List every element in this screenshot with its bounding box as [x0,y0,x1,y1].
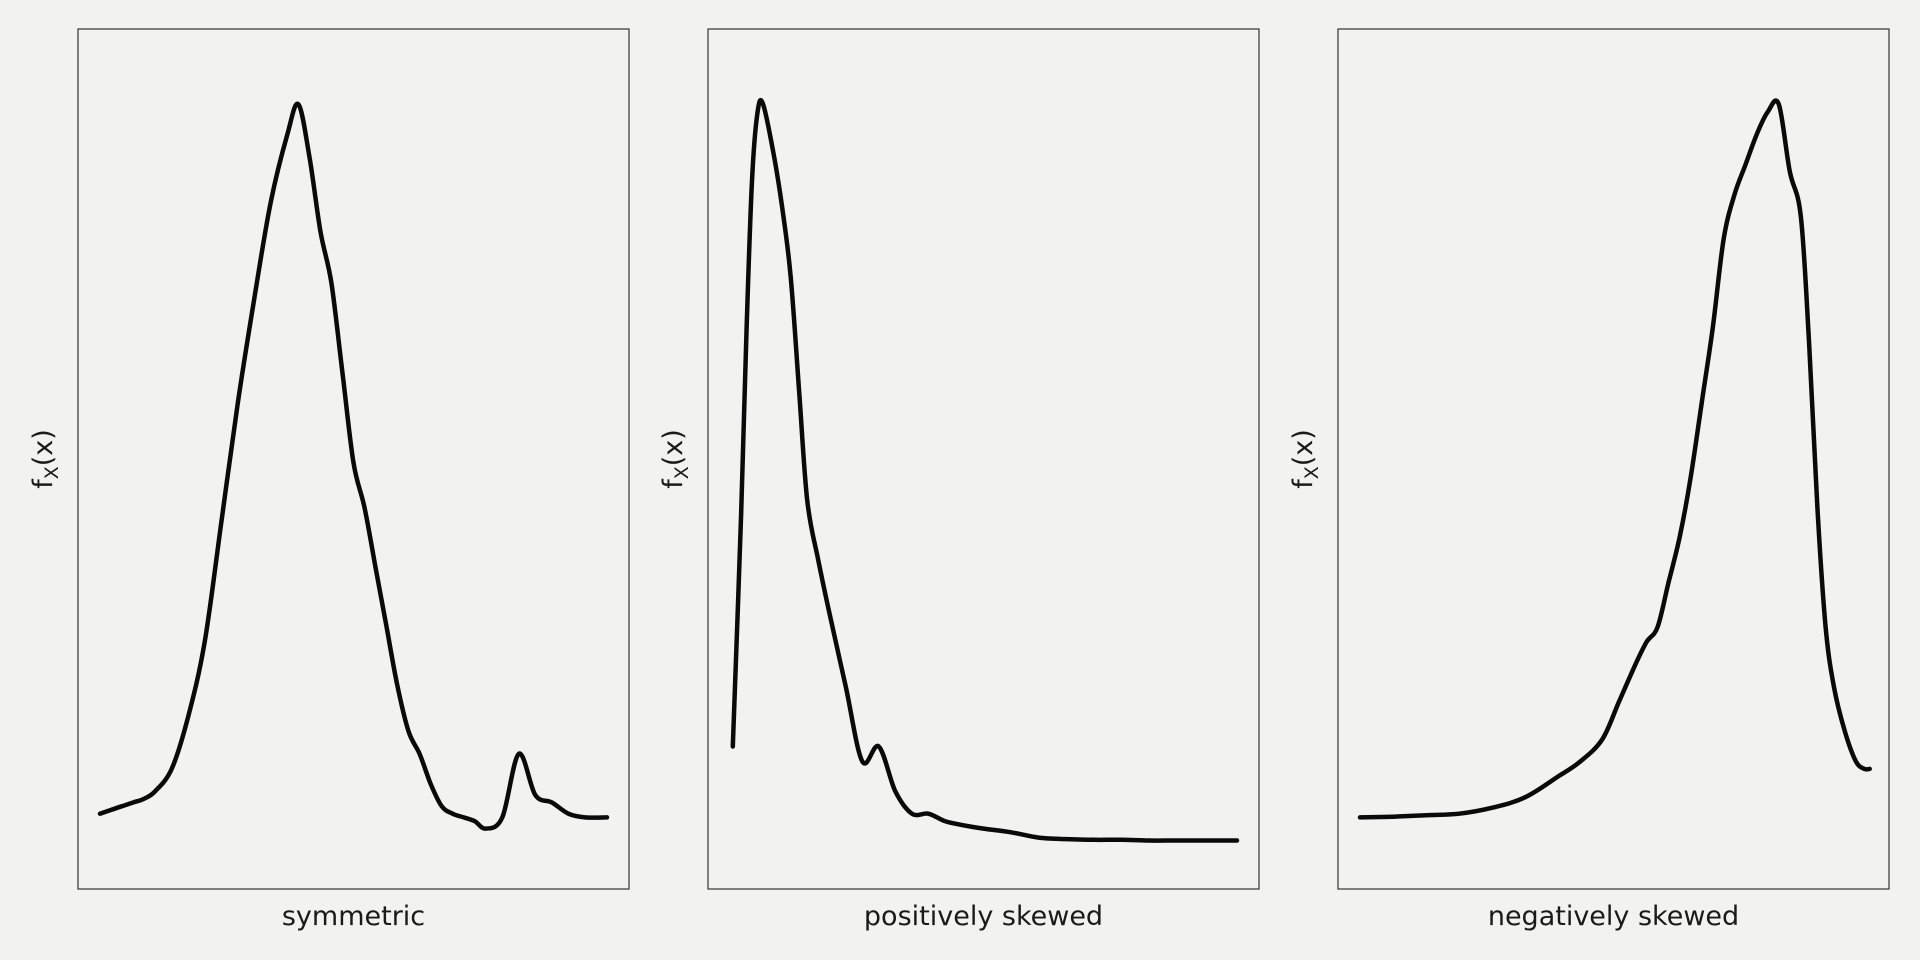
panel-symmetric: symmetric fX(x) [28,28,630,932]
panel-positively-skewed: positively skewed fX(x) [658,28,1260,932]
plot-frame [1337,28,1890,890]
x-axis-label: symmetric [282,901,425,932]
density-curve [97,101,610,831]
plot-frame [707,28,1260,890]
x-axis-label: negatively skewed [1488,901,1739,932]
x-axis-label: positively skewed [864,901,1103,932]
density-curve [1357,98,1872,820]
plot-frame [77,28,630,890]
panel-negatively-skewed: negatively skewed fX(x) [1288,28,1890,932]
y-axis-label: fX(x) [1288,429,1323,489]
y-axis-label: fX(x) [658,429,693,489]
y-axis-label: fX(x) [28,429,63,489]
density-curve [730,97,1240,843]
